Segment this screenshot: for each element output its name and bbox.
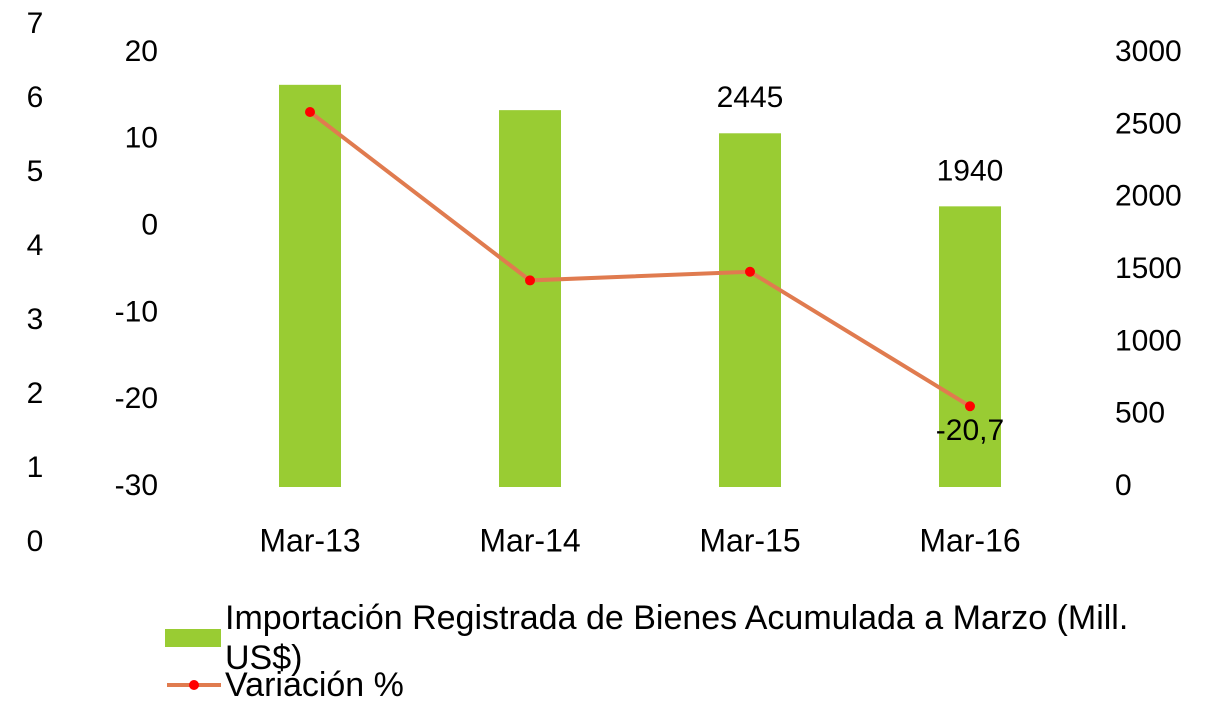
x-tick-label: Mar-15 [699, 522, 800, 558]
data-label: -20,7 [936, 414, 1004, 447]
line [308, 110, 972, 408]
y2-tick-label: 3000 [1115, 35, 1182, 68]
y3-tick-label: 6 [27, 81, 44, 114]
x-tick-label: Mar-16 [919, 522, 1020, 558]
legend-label: Importación Registrada de Bienes Acumula… [225, 599, 1129, 677]
marker [965, 401, 975, 412]
bar [719, 133, 781, 488]
y3-tick-label: 5 [27, 155, 44, 188]
legend-marker [189, 680, 199, 690]
y3-tick-label: 0 [27, 525, 44, 558]
y3-tick-label: 1 [27, 451, 44, 484]
y-tick-label: -20 [115, 382, 158, 415]
data-label: 2445 [717, 81, 784, 114]
data-label: 1940 [937, 154, 1004, 187]
y-tick-label: -30 [115, 469, 158, 502]
y-tick-label: -10 [115, 295, 158, 328]
legend-swatch [167, 680, 221, 690]
x-tick-label: Mar-14 [479, 522, 580, 558]
y3-tick-label: 3 [27, 303, 44, 336]
bar [499, 110, 561, 487]
y2-tick-label: 0 [1115, 469, 1132, 502]
legend-swatch [165, 629, 221, 647]
bar [279, 84, 341, 488]
marker [525, 275, 535, 286]
legend-line: Variación % [165, 665, 765, 705]
y3-tick-label: 2 [27, 377, 44, 410]
y-tick-label: 10 [125, 122, 158, 155]
y-tick-label: 20 [125, 35, 158, 68]
y2-tick-label: 500 [1115, 397, 1165, 430]
y2-tick-label: 1000 [1115, 324, 1182, 357]
x-tick-label: Mar-13 [259, 522, 360, 558]
legend-bar: Importación Registrada de Bienes Acumula… [165, 598, 1165, 678]
marker [745, 266, 755, 277]
bar [939, 206, 1001, 487]
marker [305, 107, 315, 118]
y-tick-label: 0 [141, 209, 158, 242]
y2-tick-label: 2500 [1115, 107, 1182, 140]
legend-label: Variación % [225, 666, 404, 704]
y2-tick-label: 2000 [1115, 180, 1182, 213]
y3-tick-label: 7 [27, 7, 44, 40]
y2-tick-label: 1500 [1115, 252, 1182, 285]
y3-tick-label: 4 [27, 229, 44, 262]
